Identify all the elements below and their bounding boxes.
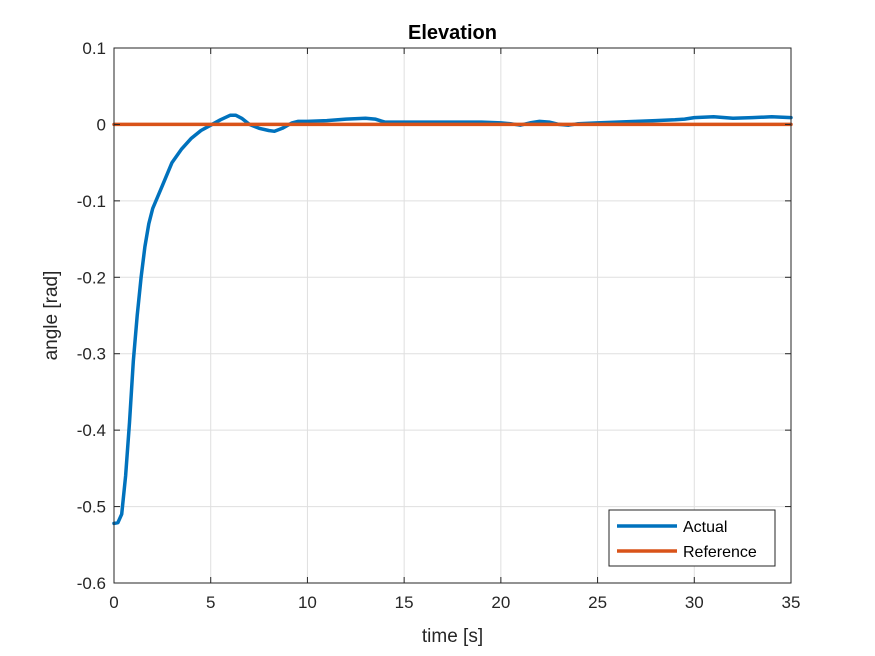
legend: Actual Reference — [608, 509, 776, 567]
y-tick-label: 0 — [97, 115, 106, 134]
x-tick-label: 25 — [588, 593, 607, 612]
x-tick-label: 0 — [109, 593, 118, 612]
y-tick-label: -0.3 — [77, 345, 106, 364]
y-tick-label: -0.6 — [77, 574, 106, 593]
legend-label-reference: Reference — [683, 544, 757, 561]
chart-title: Elevation — [408, 22, 497, 44]
ticks: 0 5 10 15 20 25 30 35 -0.6 -0.5 -0.4 -0.3 -0.2 -0.1 0 0… — [77, 39, 801, 612]
y-tick-label: 0.1 — [82, 39, 106, 58]
plot-area — [114, 48, 791, 583]
legend-box — [608, 509, 776, 567]
series-line-actual — [112, 113, 793, 526]
x-tick-label: 35 — [782, 593, 801, 612]
y-tick-label: -0.2 — [77, 268, 106, 287]
x-tick-label: 10 — [298, 593, 317, 612]
x-tick-label: 30 — [685, 593, 704, 612]
x-tick-label: 15 — [395, 593, 414, 612]
x-tick-label: 5 — [206, 593, 215, 612]
x-tick-label: 20 — [491, 593, 510, 612]
y-axis-label: angle [rad] — [41, 271, 62, 361]
grid-lines — [114, 48, 791, 583]
y-tick-label: -0.5 — [77, 498, 106, 517]
x-axis-label: time [s] — [422, 626, 483, 647]
series-layer — [112, 113, 793, 526]
axes-frame — [113, 47, 792, 584]
legend-label-actual: Actual — [683, 519, 727, 536]
y-tick-label: -0.1 — [77, 192, 106, 211]
y-tick-label: -0.4 — [77, 421, 106, 440]
